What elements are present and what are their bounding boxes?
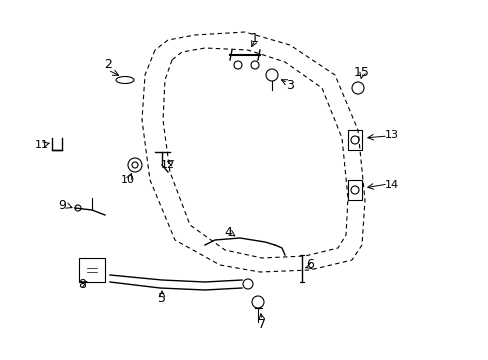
Circle shape [243, 279, 252, 289]
Text: 9: 9 [58, 198, 66, 212]
Text: 6: 6 [305, 258, 313, 271]
Text: 5: 5 [158, 292, 165, 305]
Circle shape [265, 69, 278, 81]
Circle shape [351, 82, 363, 94]
Ellipse shape [116, 77, 134, 84]
Text: 4: 4 [224, 225, 231, 239]
Text: 1: 1 [250, 31, 259, 45]
Circle shape [128, 158, 142, 172]
Text: 12: 12 [161, 160, 175, 170]
Circle shape [132, 162, 138, 168]
Bar [347, 180, 361, 200]
Text: 13: 13 [384, 130, 398, 140]
Bar [347, 130, 361, 150]
Circle shape [75, 205, 81, 211]
Circle shape [350, 186, 358, 194]
Circle shape [250, 61, 259, 69]
Text: 15: 15 [353, 66, 369, 78]
Text: 2: 2 [104, 58, 112, 72]
Text: 10: 10 [121, 175, 135, 185]
Circle shape [251, 296, 264, 308]
Circle shape [234, 61, 242, 69]
Text: 7: 7 [258, 319, 265, 332]
Bar [79, 258, 105, 282]
Text: 3: 3 [285, 78, 293, 91]
Text: 8: 8 [78, 279, 86, 292]
Circle shape [350, 136, 358, 144]
Text: 11: 11 [35, 140, 49, 150]
Text: 14: 14 [384, 180, 398, 190]
